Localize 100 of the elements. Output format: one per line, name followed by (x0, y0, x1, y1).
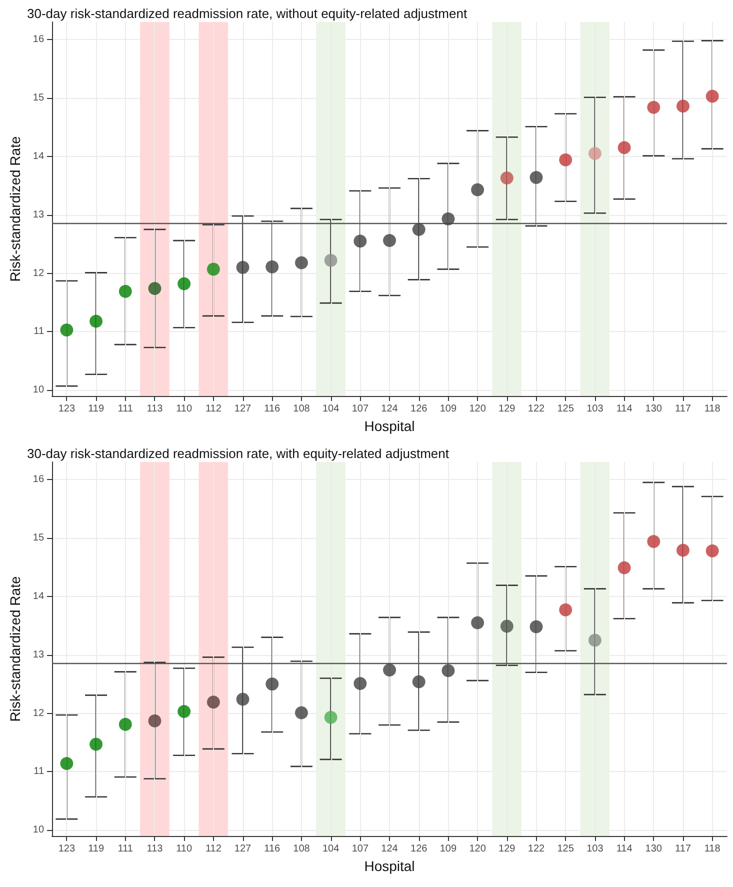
point (118, 718, 132, 731)
point (354, 676, 367, 690)
point (618, 141, 631, 154)
x-tick-label: 124 (381, 404, 398, 414)
x-tick-label: 114 (616, 844, 633, 854)
y-tick-label: 13 (32, 209, 44, 220)
point (60, 323, 74, 336)
point (559, 603, 572, 616)
x-tick-label: 125 (557, 404, 574, 414)
x-tick-label: 104 (322, 844, 340, 854)
x-tick-label: 123 (58, 844, 76, 854)
y-tick-label: 11 (34, 326, 44, 338)
point (206, 696, 220, 709)
x-tick-label: 127 (234, 844, 252, 854)
point (266, 260, 279, 274)
point (294, 256, 308, 270)
y-tick-label: 16 (32, 34, 44, 46)
y-tick-label: 14 (32, 590, 44, 602)
x-tick-label: 122 (528, 844, 546, 854)
x-tick-label: 113 (146, 844, 164, 854)
x-tick-label: 108 (293, 404, 310, 414)
point (412, 222, 426, 236)
point (178, 277, 191, 290)
x-tick-label: 118 (704, 404, 721, 414)
point (676, 100, 690, 113)
x-tick-label: 129 (498, 844, 516, 854)
point (90, 738, 103, 751)
point (471, 616, 484, 630)
point (706, 544, 719, 558)
point (647, 534, 660, 548)
point (530, 170, 543, 184)
x-tick-label: 112 (205, 844, 222, 854)
y-tick-label: 10 (32, 384, 44, 396)
x-axis-title: Hospital (364, 418, 415, 434)
x-tick-label: 118 (704, 844, 721, 854)
point (294, 706, 308, 720)
y-axis-title: Risk-standardized Rate (7, 136, 23, 282)
x-tick-label: 123 (58, 404, 76, 414)
point (324, 254, 338, 267)
point (148, 282, 162, 295)
x-tick-label: 125 (557, 844, 574, 854)
x-tick-label: 130 (645, 404, 662, 414)
point (412, 675, 426, 688)
point (471, 183, 484, 196)
point (178, 705, 191, 718)
point (236, 260, 250, 274)
x-tick-label: 116 (264, 404, 281, 414)
x-tick-label: 107 (352, 404, 369, 414)
y-tick-label: 16 (32, 474, 44, 486)
x-tick-label: 109 (440, 404, 457, 414)
x-tick-label: 103 (586, 844, 604, 854)
x-tick-label: 124 (381, 844, 398, 854)
x-tick-label: 110 (176, 844, 192, 854)
point (500, 620, 514, 633)
point (118, 284, 132, 298)
x-tick-label: 111 (118, 404, 134, 414)
point (530, 620, 543, 634)
x-tick-label: 122 (528, 404, 546, 414)
x-tick-label: 117 (675, 844, 692, 854)
y-tick-label: 13 (32, 649, 44, 660)
x-tick-label: 129 (498, 404, 516, 414)
y-tick-label: 12 (32, 268, 44, 279)
x-tick-label: 113 (146, 404, 164, 414)
point (383, 664, 396, 677)
point (266, 678, 279, 691)
x-tick-label: 109 (440, 844, 457, 854)
x-tick-label: 120 (469, 844, 486, 854)
y-tick-label: 15 (32, 532, 44, 544)
x-tick-label: 116 (264, 844, 281, 854)
point (442, 664, 455, 678)
x-tick-label: 111 (118, 844, 134, 854)
x-tick-label: 120 (469, 404, 486, 414)
x-tick-label: 104 (322, 404, 340, 414)
y-axis-title: Risk-standardized Rate (7, 576, 23, 722)
point (236, 692, 250, 706)
point (618, 561, 631, 574)
x-tick-label: 127 (234, 404, 252, 414)
x-tick-label: 126 (410, 844, 428, 854)
y-tick-label: 14 (32, 150, 44, 162)
x-tick-label: 110 (176, 404, 192, 414)
point (647, 100, 660, 114)
point (60, 757, 74, 770)
y-tick-label: 11 (34, 766, 44, 778)
y-tick-label: 15 (32, 92, 44, 104)
x-tick-label: 119 (88, 404, 104, 414)
y-tick-label: 10 (32, 824, 44, 836)
point (588, 146, 602, 160)
x-tick-label: 119 (88, 844, 104, 854)
x-tick-label: 103 (586, 404, 604, 414)
x-tick-label: 112 (205, 404, 222, 414)
point (148, 714, 162, 728)
x-tick-label: 107 (352, 844, 369, 854)
point (559, 153, 572, 166)
point (324, 710, 338, 724)
point (676, 544, 690, 557)
x-tick-label: 117 (675, 404, 692, 414)
point (442, 212, 455, 226)
point (206, 262, 220, 276)
x-tick-label: 130 (645, 844, 662, 854)
point (588, 634, 602, 647)
